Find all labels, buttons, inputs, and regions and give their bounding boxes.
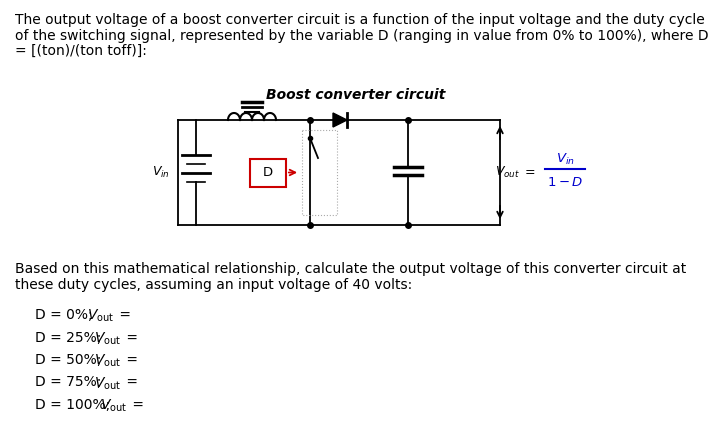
Text: of the switching signal, represented by the variable D (ranging in value from 0%: of the switching signal, represented by … — [15, 28, 708, 43]
Text: $V_{out}$: $V_{out}$ — [495, 165, 520, 180]
Text: $V_{in}$: $V_{in}$ — [555, 152, 575, 167]
Text: =: = — [521, 166, 535, 179]
Text: D = 100%;: D = 100%; — [35, 398, 115, 412]
Text: Based on this mathematical relationship, calculate the output voltage of this co: Based on this mathematical relationship,… — [15, 262, 686, 276]
Text: =: = — [128, 398, 144, 412]
Bar — [250, 159, 286, 187]
Text: these duty cycles, assuming an input voltage of 40 volts:: these duty cycles, assuming an input vol… — [15, 277, 412, 291]
Text: D = 50%;: D = 50%; — [35, 353, 106, 367]
Text: D: D — [263, 166, 273, 179]
Text: $V_{\mathrm{out}}$: $V_{\mathrm{out}}$ — [87, 308, 114, 324]
Text: $V_{\mathrm{out}}$: $V_{\mathrm{out}}$ — [93, 376, 121, 392]
Text: $V_{\mathrm{out}}$: $V_{\mathrm{out}}$ — [100, 398, 127, 414]
Text: $1 - D$: $1 - D$ — [547, 176, 583, 189]
Text: D = 75%;: D = 75%; — [35, 376, 106, 389]
Text: $V_{\mathrm{out}}$: $V_{\mathrm{out}}$ — [93, 330, 121, 347]
Text: $V_{\mathrm{out}}$: $V_{\mathrm{out}}$ — [93, 353, 121, 369]
Text: =: = — [122, 330, 137, 345]
Text: =: = — [122, 376, 137, 389]
Text: D = 25%;: D = 25%; — [35, 330, 106, 345]
Text: Boost converter circuit: Boost converter circuit — [266, 88, 446, 102]
Text: = [(ton)/(ton toff)]:: = [(ton)/(ton toff)]: — [15, 44, 147, 58]
Text: =: = — [122, 353, 137, 367]
Bar — [302, 130, 337, 215]
Text: D = 0%;: D = 0%; — [35, 308, 97, 322]
Polygon shape — [333, 113, 347, 127]
Text: =: = — [115, 308, 131, 322]
Text: $V_{in}$: $V_{in}$ — [152, 165, 170, 180]
Text: The output voltage of a boost converter circuit is a function of the input volta: The output voltage of a boost converter … — [15, 13, 705, 27]
